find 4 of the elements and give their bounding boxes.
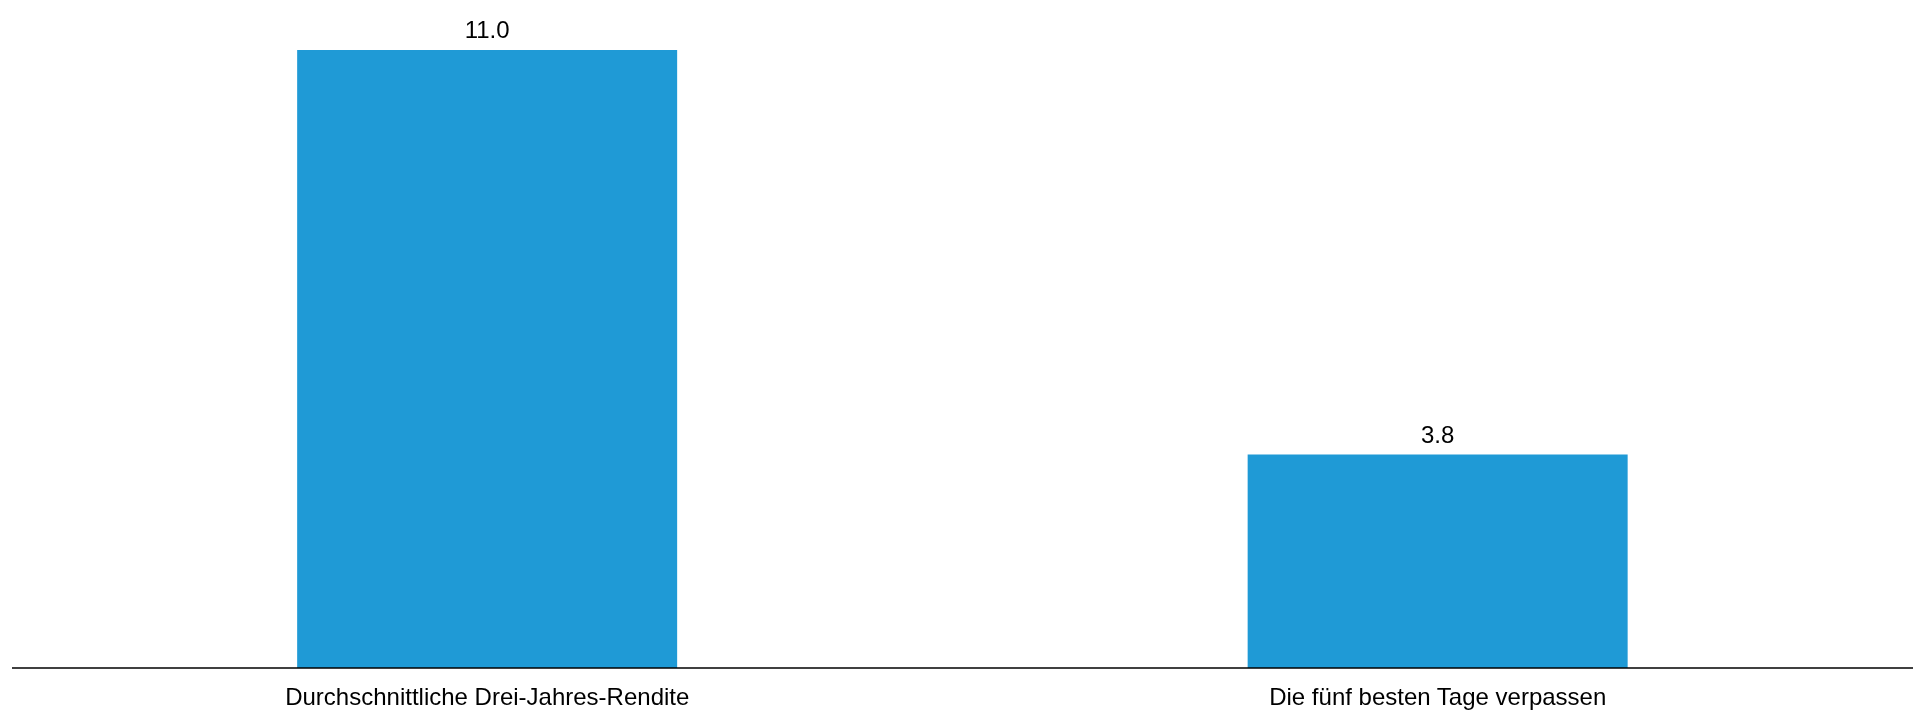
x-tick-label: Durchschnittliche Drei-Jahres-Rendite bbox=[285, 683, 690, 711]
data-label: 11.0 bbox=[464, 16, 510, 43]
x-tick-label: Die fünf besten Tage verpassen bbox=[1269, 683, 1607, 711]
data-label: 3.8 bbox=[1420, 420, 1455, 448]
